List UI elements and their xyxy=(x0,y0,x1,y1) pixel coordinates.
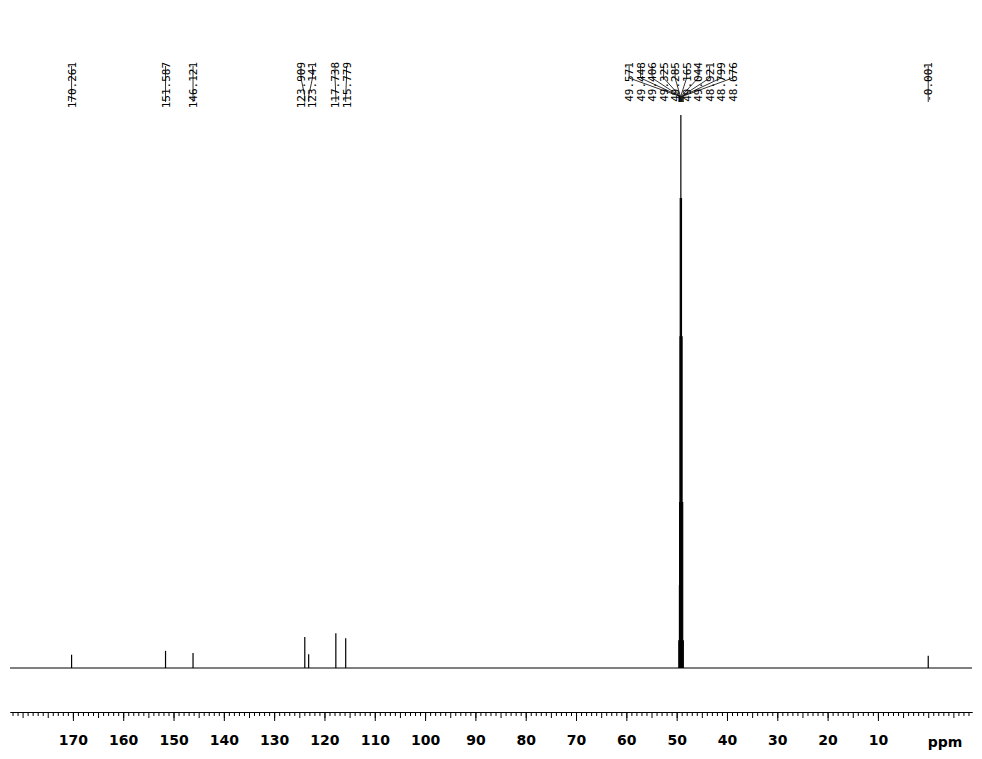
peak xyxy=(308,654,309,668)
tick-label: 160 xyxy=(109,732,138,748)
tick-label: 10 xyxy=(869,732,889,748)
peak xyxy=(335,633,336,668)
tick: 40 xyxy=(718,712,738,748)
leader-line xyxy=(683,66,732,102)
tick-line xyxy=(526,712,527,721)
tick: 20 xyxy=(818,712,838,748)
tick-line xyxy=(576,712,577,721)
axis-title: ppm xyxy=(928,734,963,750)
tick-label: 60 xyxy=(617,732,637,748)
peak xyxy=(192,653,193,668)
tick-label: 70 xyxy=(567,732,587,748)
tick: 170 xyxy=(59,712,88,748)
baseline xyxy=(10,668,972,669)
leader-line xyxy=(301,66,305,102)
tick-line xyxy=(375,712,376,721)
tick-label: 100 xyxy=(411,732,440,748)
leader-line xyxy=(165,66,166,102)
tick-label: 140 xyxy=(210,732,239,748)
tick: 10 xyxy=(869,712,889,748)
peak-label: 170.261 xyxy=(66,62,79,108)
x-axis: 170 160 150 140 130 120 110 100 90 80 70 60 50 40 30 20… xyxy=(11,712,973,748)
tick-line xyxy=(475,712,476,721)
tick-line xyxy=(224,712,225,721)
leader-line xyxy=(193,66,194,102)
tick-line xyxy=(828,712,829,721)
tick-line xyxy=(677,712,678,721)
tick-line xyxy=(777,712,778,721)
tick: 50 xyxy=(667,712,687,748)
peak-label: 151.587 xyxy=(160,62,173,108)
peak xyxy=(71,655,72,668)
tick-line xyxy=(727,712,728,721)
leader-line xyxy=(675,66,680,102)
leader-line xyxy=(682,66,710,102)
tick-label: 130 xyxy=(260,732,289,748)
peak xyxy=(304,637,305,668)
tick: 140 xyxy=(210,712,239,748)
tick-label: 150 xyxy=(159,732,188,748)
peak-labels: 170.261151.587146.121123.909123.141117.7… xyxy=(66,62,936,109)
tick: 30 xyxy=(768,712,788,748)
leader-line xyxy=(928,66,929,102)
leader-line xyxy=(309,66,313,102)
tick-label: 170 xyxy=(59,732,88,748)
peak-label: 146.121 xyxy=(187,62,200,108)
leader-line xyxy=(335,66,337,102)
tick-line xyxy=(425,712,426,721)
tick: 160 xyxy=(109,712,138,748)
tick-label: 20 xyxy=(818,732,838,748)
tick-label: 110 xyxy=(361,732,390,748)
tick: 120 xyxy=(310,712,339,748)
peak-label: 123.141 xyxy=(306,62,319,108)
tick: 130 xyxy=(260,712,289,748)
tick-line xyxy=(274,712,275,721)
peak xyxy=(928,656,929,668)
leader-line xyxy=(345,66,347,102)
tick-line xyxy=(324,712,325,721)
peak xyxy=(345,638,346,668)
tick: 90 xyxy=(466,712,486,748)
peak-label: 48.676 xyxy=(727,62,740,102)
tick: 100 xyxy=(411,712,440,748)
tick-line xyxy=(626,712,627,721)
tick-line xyxy=(123,712,124,721)
tick: 110 xyxy=(361,712,390,748)
spectrum xyxy=(10,115,972,668)
peak xyxy=(683,640,684,668)
tick: 60 xyxy=(617,712,637,748)
peak xyxy=(680,115,681,668)
peak-label: -0.001 xyxy=(922,62,935,102)
tick-line xyxy=(878,712,879,721)
tick-label: 30 xyxy=(768,732,788,748)
peak xyxy=(681,336,682,668)
tick-label: 90 xyxy=(466,732,486,748)
leader-line xyxy=(71,66,72,102)
nmr-chart: 170.261151.587146.121123.909123.141117.7… xyxy=(0,0,982,759)
tick: 80 xyxy=(516,712,536,748)
peak xyxy=(681,198,682,668)
peak-label: 115.779 xyxy=(341,62,354,108)
peak xyxy=(682,502,683,668)
tick-line xyxy=(73,712,74,721)
tick-line xyxy=(174,712,175,721)
tick: 150 xyxy=(159,712,188,748)
tick-label: 80 xyxy=(516,732,536,748)
leader-line xyxy=(681,66,698,102)
tick-label: 120 xyxy=(310,732,339,748)
tick-label: 50 xyxy=(667,732,687,748)
tick-label: 40 xyxy=(718,732,738,748)
tick: 70 xyxy=(567,712,587,748)
peak xyxy=(165,651,166,668)
